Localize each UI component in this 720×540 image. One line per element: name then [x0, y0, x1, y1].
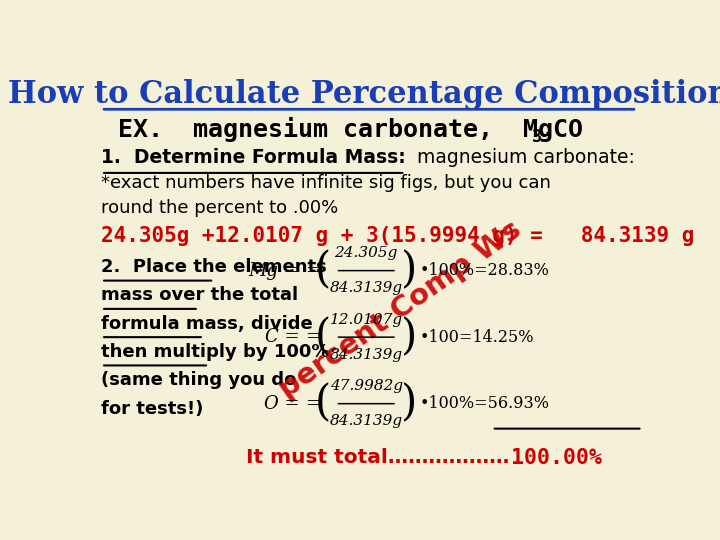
Text: O =: O = [264, 395, 300, 413]
Text: 24.305g +12.0107 g + 3(15.9994 g) =   84.3139 g: 24.305g +12.0107 g + 3(15.9994 g) = 84.3… [101, 226, 695, 246]
Text: round the percent to .00%: round the percent to .00% [101, 199, 338, 217]
Text: Mg =: Mg = [248, 261, 300, 280]
Text: 84.3139g: 84.3139g [330, 414, 402, 428]
Text: •100=14.25%: •100=14.25% [419, 329, 534, 346]
Text: ): ) [401, 249, 418, 292]
Text: It must total………………: It must total……………… [246, 448, 510, 467]
Text: 24.305g: 24.305g [335, 246, 398, 260]
Text: 100.00%: 100.00% [511, 448, 603, 468]
Text: EX.  magnesium carbonate,  MgCO: EX. magnesium carbonate, MgCO [118, 117, 583, 142]
Text: *exact numbers have infinite sig figs, but you can: *exact numbers have infinite sig figs, b… [101, 174, 551, 192]
Text: magnesium carbonate:: magnesium carbonate: [405, 148, 635, 167]
Text: 84.3139g: 84.3139g [330, 281, 402, 295]
Text: =: = [305, 328, 320, 346]
Text: C =: C = [265, 328, 300, 346]
Text: (same thing you do: (same thing you do [101, 371, 297, 389]
Text: •100%=28.83%: •100%=28.83% [419, 262, 549, 279]
Text: (: ( [315, 249, 331, 292]
Text: 3: 3 [532, 129, 542, 146]
Text: mass over the total: mass over the total [101, 286, 298, 305]
Text: percent Comp Ws: percent Comp Ws [274, 216, 527, 404]
Text: •100%=56.93%: •100%=56.93% [419, 395, 549, 412]
Text: ): ) [401, 383, 418, 424]
Text: 12.0107g: 12.0107g [330, 313, 402, 327]
Text: then multiply by 100%: then multiply by 100% [101, 343, 330, 361]
Text: 84.3139g: 84.3139g [330, 348, 402, 362]
Text: =: = [305, 261, 320, 280]
Text: How to Calculate Percentage Composition: How to Calculate Percentage Composition [8, 79, 720, 110]
Text: 2.  Place the elements: 2. Place the elements [101, 258, 327, 276]
Text: .: . [541, 117, 556, 141]
Text: ): ) [401, 316, 418, 358]
Text: 47.9982g: 47.9982g [330, 379, 402, 393]
Text: (: ( [315, 316, 331, 358]
Text: for tests!): for tests!) [101, 400, 204, 417]
Text: 1.  Determine Formula Mass:: 1. Determine Formula Mass: [101, 148, 406, 167]
Text: (: ( [315, 383, 331, 424]
Text: =: = [305, 395, 320, 413]
Text: formula mass, divide: formula mass, divide [101, 315, 313, 333]
